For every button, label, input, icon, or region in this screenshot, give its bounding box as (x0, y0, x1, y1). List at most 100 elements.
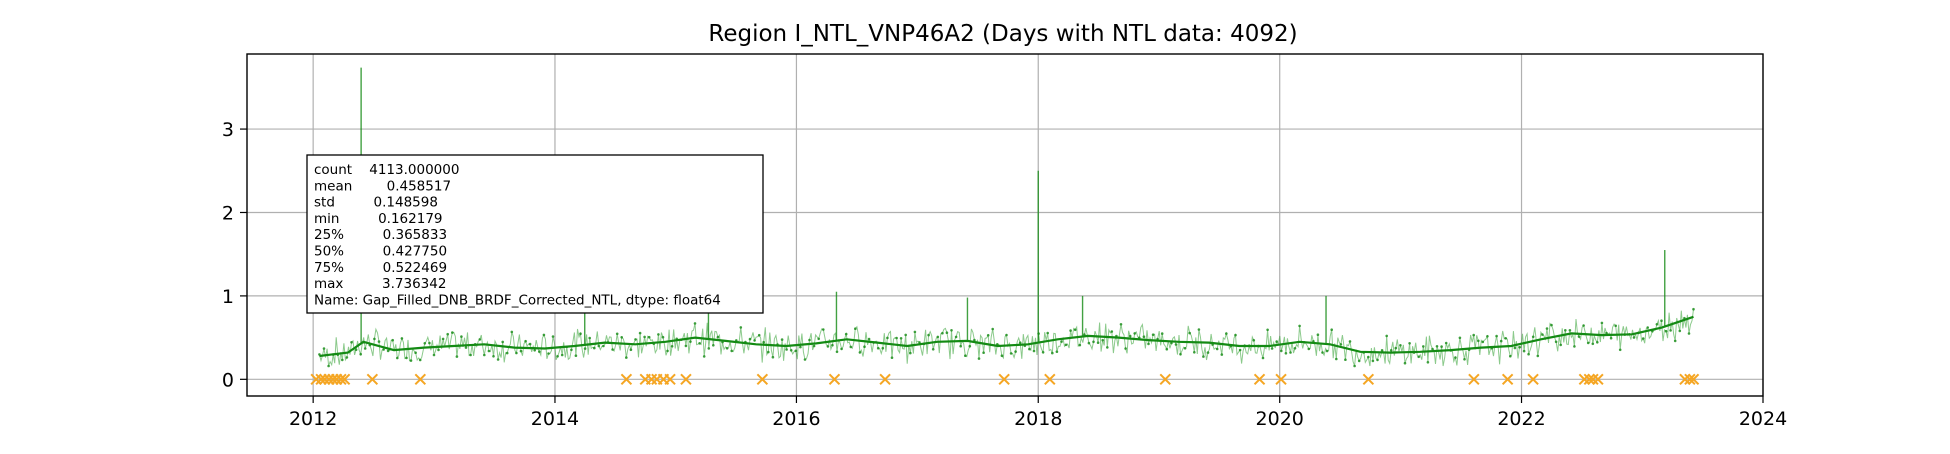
daily-ntl-point (945, 331, 949, 335)
missing-data-marker (1362, 373, 1375, 386)
daily-ntl-point (780, 338, 784, 341)
daily-ntl-point (1238, 348, 1242, 352)
marker-stroke (366, 373, 379, 386)
daily-ntl-point (1618, 348, 1622, 352)
daily-ntl-point (1344, 358, 1347, 362)
daily-ntl-point (941, 331, 944, 335)
chart-title: Region I_NTL_VNP46A2 (Days with NTL data… (708, 21, 1297, 47)
daily-ntl-point (519, 349, 523, 353)
daily-ntl-point (1376, 358, 1379, 362)
marker-stroke (998, 373, 1010, 386)
daily-ntl-point (1531, 335, 1535, 339)
daily-ntl-point (748, 337, 752, 341)
daily-ntl-point (1394, 346, 1398, 350)
missing-data-marker (1527, 373, 1539, 386)
daily-ntl-point (1655, 323, 1659, 326)
marker-stroke (756, 373, 769, 386)
daily-ntl-point (1000, 354, 1004, 358)
daily-ntl-point (1422, 345, 1425, 348)
x-tick-label: 2014 (531, 408, 579, 430)
daily-ntl-point (899, 337, 903, 340)
missing-data-marker (879, 373, 891, 386)
daily-ntl-point (1220, 353, 1224, 356)
missing-data-marker (1687, 373, 1700, 386)
missing-data-marker (335, 373, 347, 386)
daily-ntl-point (1389, 349, 1393, 352)
daily-ntl-point (583, 347, 587, 350)
daily-ntl-point (418, 358, 422, 362)
trend-line (319, 315, 1694, 358)
daily-ntl-point (931, 348, 935, 351)
daily-ntl-point (574, 354, 578, 358)
daily-ntl-point (707, 347, 711, 350)
daily-ntl-point (1018, 341, 1022, 345)
marker-stroke (879, 373, 891, 386)
missing-data-marker (620, 373, 633, 386)
daily-ntl-point (602, 344, 605, 348)
missing-data-marker (828, 373, 841, 386)
daily-ntl-point (551, 335, 555, 338)
daily-ntl-point (405, 356, 408, 360)
daily-ntl-point (1270, 347, 1274, 350)
plot-frame (246, 53, 1764, 397)
daily-ntl-point (1005, 333, 1008, 337)
daily-ntl-point (1600, 321, 1604, 325)
daily-ntl-point (496, 358, 500, 361)
daily-ntl-point (1293, 347, 1297, 350)
stats-line: min 0.162179 (314, 211, 443, 227)
daily-ntl-point (1458, 336, 1462, 340)
missing-data-marker (756, 373, 769, 386)
daily-ntl-point (977, 357, 981, 360)
marker-stroke (1527, 373, 1539, 386)
daily-ntl-point (1646, 326, 1649, 329)
stats-box-frame (306, 154, 764, 314)
daily-ntl-point (327, 364, 330, 368)
daily-ntl-point (1472, 333, 1475, 337)
y-tick-label: 2 (222, 202, 234, 224)
daily-ntl-point (1160, 332, 1164, 335)
daily-ntl-point (913, 330, 917, 334)
daily-ntl-point (1609, 336, 1613, 340)
daily-ntl-point (322, 347, 326, 350)
x-tick-label: 2020 (1256, 408, 1304, 430)
x-tick-label: 2016 (772, 408, 820, 430)
daily-ntl-point (428, 341, 431, 345)
daily-ntl-point (1188, 331, 1191, 335)
daily-ntl-point (345, 356, 349, 359)
daily-ntl-point (1545, 327, 1549, 330)
daily-ntl-point (1215, 347, 1219, 351)
daily-ntl-point (469, 353, 472, 357)
daily-ntl-point (437, 348, 440, 352)
daily-ntl-point (1380, 349, 1384, 352)
daily-ntl-point (1028, 347, 1031, 351)
daily-ntl-point (432, 353, 436, 357)
daily-ntl-point (492, 355, 495, 358)
missing-data-marker (1679, 373, 1691, 386)
daily-ntl-point (377, 340, 381, 343)
daily-ntl-point (1573, 345, 1576, 348)
daily-ntl-point (854, 327, 857, 331)
stats-line: std 0.148598 (314, 195, 438, 211)
x-tick-label: 2024 (1739, 408, 1787, 430)
daily-ntl-point (725, 347, 729, 350)
marker-stroke (1468, 373, 1480, 386)
daily-ntl-point (909, 351, 912, 355)
daily-ntl-point (817, 337, 820, 341)
daily-ntl-point (1234, 333, 1237, 337)
daily-ntl-point (1499, 339, 1503, 343)
daily-ntl-point (643, 335, 646, 339)
daily-ntl-point (904, 333, 907, 337)
marker-stroke (1253, 373, 1266, 386)
daily-ntl-point (1509, 354, 1512, 358)
daily-ntl-point (964, 354, 967, 358)
daily-ntl-point (1147, 342, 1150, 346)
missing-data-marker (310, 373, 322, 386)
missing-data-marker (1587, 373, 1599, 386)
missing-data-marker (1159, 373, 1171, 386)
missing-data-marker (1578, 373, 1591, 386)
daily-ntl-point (730, 349, 733, 353)
daily-ntl-point (1252, 339, 1256, 342)
daily-ntl-point (986, 334, 990, 337)
daily-ntl-point (973, 338, 976, 342)
